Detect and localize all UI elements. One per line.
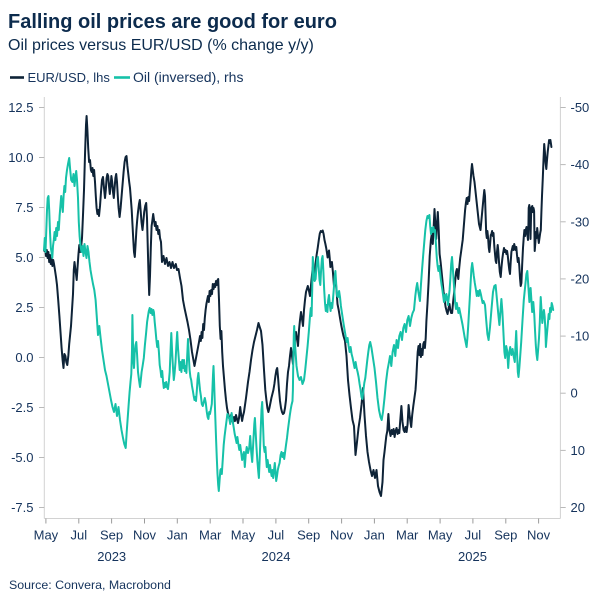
svg-text:-40: -40	[571, 157, 590, 172]
svg-text:-2.5: -2.5	[11, 400, 33, 415]
svg-text:Nov: Nov	[133, 528, 157, 543]
svg-text:10: 10	[571, 443, 585, 458]
svg-text:Jul: Jul	[268, 528, 285, 543]
svg-text:7.5: 7.5	[15, 200, 33, 215]
svg-text:Sep: Sep	[100, 528, 123, 543]
svg-text:Jul: Jul	[70, 528, 87, 543]
svg-text:-7.5: -7.5	[11, 500, 33, 515]
svg-text:-5.0: -5.0	[11, 450, 33, 465]
svg-text:2025: 2025	[458, 549, 487, 564]
svg-text:Jul: Jul	[465, 528, 482, 543]
svg-text:Oil prices versus EUR/USD (% c: Oil prices versus EUR/USD (% change y/y)	[8, 37, 314, 54]
svg-text:10.0: 10.0	[8, 150, 33, 165]
svg-text:Mar: Mar	[396, 528, 419, 543]
svg-text:-50: -50	[571, 100, 590, 115]
svg-text:0.0: 0.0	[15, 350, 33, 365]
svg-text:Jan: Jan	[364, 528, 385, 543]
svg-text:-20: -20	[571, 271, 590, 286]
svg-text:Sep: Sep	[297, 528, 320, 543]
svg-text:Mar: Mar	[199, 528, 222, 543]
svg-text:Nov: Nov	[527, 528, 551, 543]
svg-text:May: May	[231, 528, 256, 543]
svg-text:May: May	[34, 528, 59, 543]
svg-text:5.0: 5.0	[15, 250, 33, 265]
svg-text:Falling oil prices are good fo: Falling oil prices are good for euro	[8, 11, 337, 33]
svg-text:-10: -10	[571, 329, 590, 344]
svg-text:EUR/USD, lhs: EUR/USD, lhs	[28, 70, 111, 85]
svg-text:Jan: Jan	[167, 528, 188, 543]
svg-text:Source: Convera, Macrobond: Source: Convera, Macrobond	[9, 578, 171, 592]
svg-text:2024: 2024	[262, 549, 291, 564]
svg-text:2023: 2023	[97, 549, 126, 564]
svg-text:2.5: 2.5	[15, 300, 33, 315]
svg-text:Oil (inversed), rhs: Oil (inversed), rhs	[133, 69, 243, 85]
svg-text:12.5: 12.5	[8, 100, 33, 115]
svg-text:0: 0	[571, 386, 578, 401]
svg-text:Sep: Sep	[494, 528, 517, 543]
svg-text:Nov: Nov	[330, 528, 354, 543]
svg-text:-30: -30	[571, 214, 590, 229]
svg-text:May: May	[428, 528, 453, 543]
svg-text:20: 20	[571, 500, 585, 515]
